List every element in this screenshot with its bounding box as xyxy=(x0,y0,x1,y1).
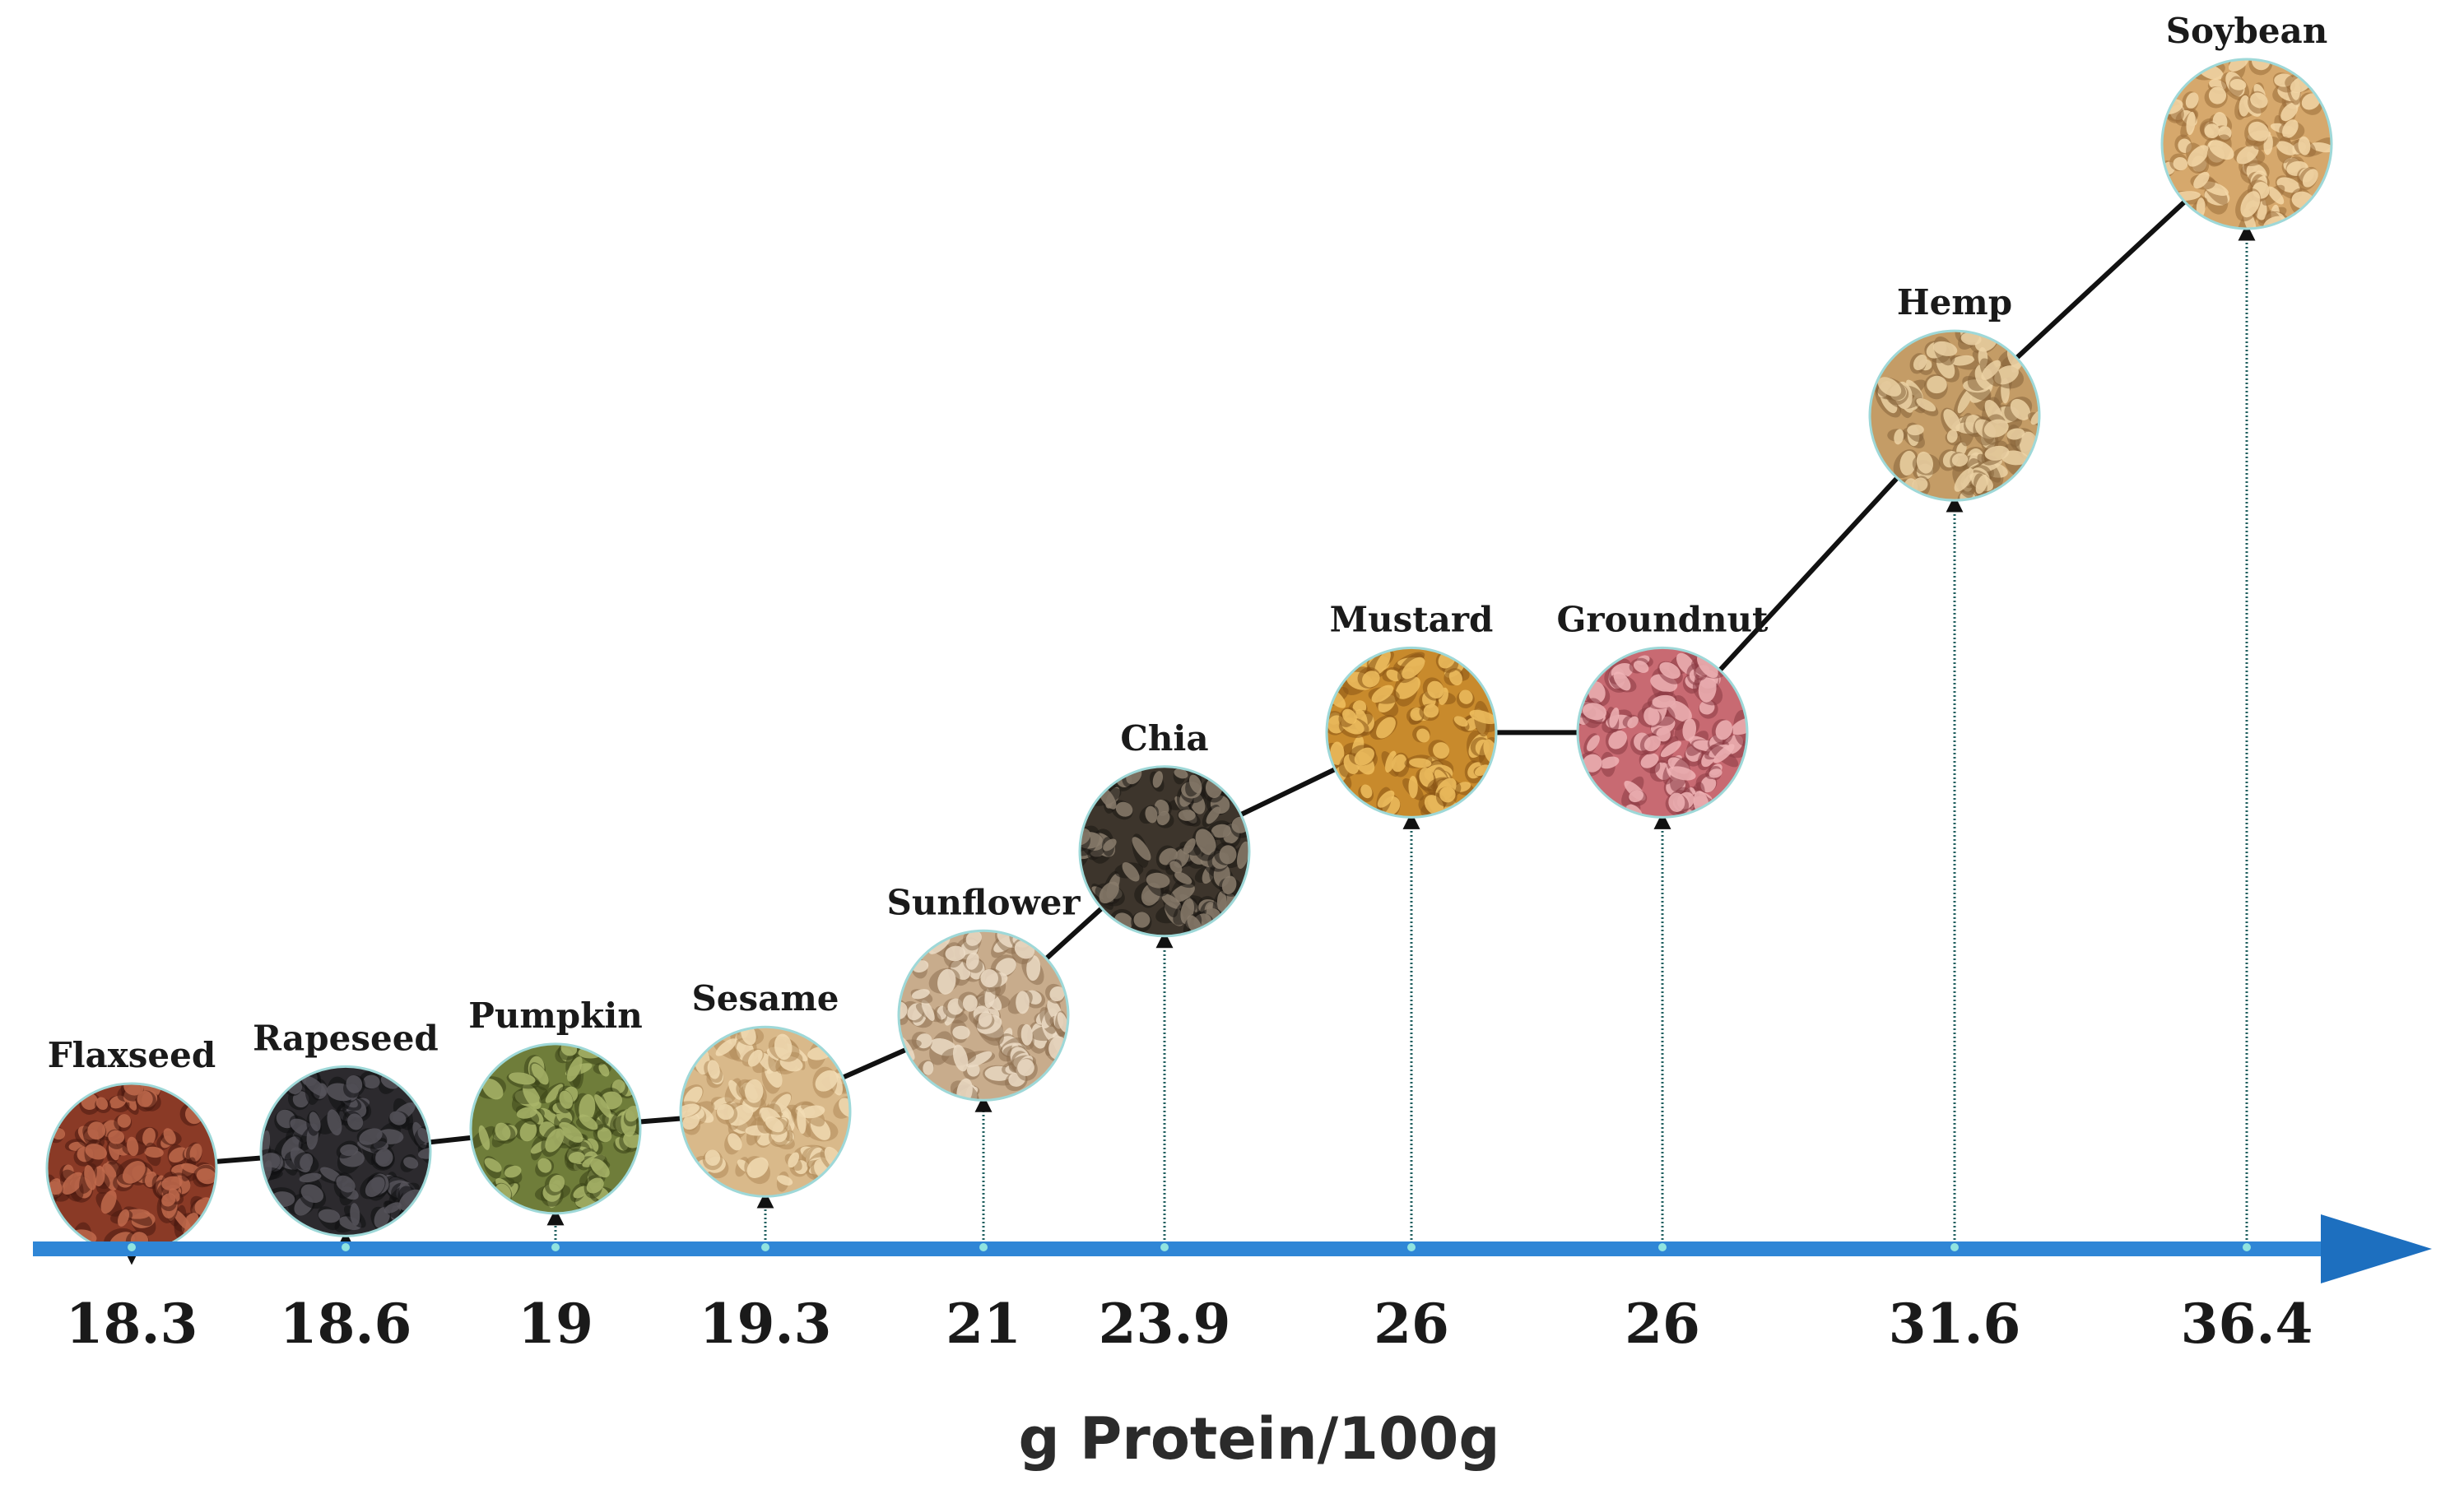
seed-name-groundnut: Groundnut xyxy=(1557,599,1769,639)
seed-name-rapeseed: Rapeseed xyxy=(253,1018,439,1058)
axis-tick-flaxseed xyxy=(128,1243,136,1251)
seed-name-soybean: Soybean xyxy=(2166,11,2328,51)
value-label-chia: 23.9 xyxy=(1099,1292,1231,1356)
connector-segment-4 xyxy=(840,1047,909,1080)
connector-segment-2 xyxy=(427,1135,474,1145)
stems-group xyxy=(123,223,2256,1265)
seed-ring-soybean xyxy=(2160,58,2333,230)
seed-image-pumpkin xyxy=(471,1043,640,1214)
connector-segment-6 xyxy=(1238,767,1338,818)
seed-image-sunflower xyxy=(899,930,1068,1101)
seed-name-hemp: Hemp xyxy=(1897,282,2012,323)
value-label-pumpkin: 19 xyxy=(518,1292,593,1356)
seed-ring-chia xyxy=(1078,765,1251,938)
x-axis xyxy=(33,1214,2432,1283)
x-axis-title: g Protein/100g xyxy=(1019,1405,1500,1473)
value-label-soybean: 36.4 xyxy=(2181,1292,2313,1356)
axis-tick-pumpkin xyxy=(551,1243,560,1251)
seed-name-chia: Chia xyxy=(1120,718,1208,759)
axis-tick-mustard xyxy=(1407,1243,1416,1251)
seed-image-mustard xyxy=(1327,647,1496,818)
seed-ring-mustard xyxy=(1325,646,1498,819)
connector-segment-1 xyxy=(213,1155,264,1164)
seed-ring-hemp xyxy=(1868,329,2041,502)
value-label-flaxseed: 18.3 xyxy=(66,1292,198,1356)
axis-tick-soybean xyxy=(2243,1243,2251,1251)
connector-segment-3 xyxy=(637,1116,684,1125)
connector-segment-9 xyxy=(2014,199,2187,361)
seed-image-soybean xyxy=(2162,59,2332,229)
seed-image-chia xyxy=(1080,766,1249,936)
seed-image-hemp xyxy=(1870,331,2039,501)
axis-tick-hemp xyxy=(1950,1243,1959,1251)
value-label-sesame: 19.3 xyxy=(700,1292,832,1356)
seed-ring-rapeseed xyxy=(259,1065,432,1237)
seed-ring-pumpkin xyxy=(469,1042,642,1215)
value-label-sunflower: 21 xyxy=(946,1292,1021,1356)
x-axis-arrowhead xyxy=(2321,1214,2432,1283)
seed-names-group: Flaxseed Rapeseed Pumpkin Sesame Sunflower Ch… xyxy=(48,11,2328,1075)
value-label-rapeseed: 18.6 xyxy=(280,1292,412,1356)
seed-image-rapeseed xyxy=(261,1066,430,1237)
x-axis-line xyxy=(33,1241,2354,1256)
seed-name-mustard: Mustard xyxy=(1330,599,1494,639)
seed-image-sesame xyxy=(681,1027,850,1197)
seed-image-flaxseed xyxy=(47,1084,216,1253)
seed-name-sesame: Sesame xyxy=(691,978,839,1019)
seed-ring-sesame xyxy=(679,1025,852,1198)
seed-name-sunflower: Sunflower xyxy=(887,882,1081,922)
connector-segment-8 xyxy=(1717,475,1900,673)
seed-images-group xyxy=(45,58,2333,1255)
connector-line-group xyxy=(213,199,2187,1164)
axis-tick-chia xyxy=(1160,1243,1169,1251)
value-label-hemp: 31.6 xyxy=(1889,1292,2021,1356)
seed-name-flaxseed: Flaxseed xyxy=(48,1035,216,1075)
axis-tick-rapeseed xyxy=(342,1243,350,1251)
axis-tick-groundnut xyxy=(1658,1243,1667,1251)
value-labels-group: 18.3 18.6 19 19.3 21 23.9 26 26 31.6 36.4 xyxy=(66,1292,2313,1356)
connector-segment-5 xyxy=(1044,905,1104,962)
seed-ring-sunflower xyxy=(897,929,1070,1102)
seed-ring-groundnut xyxy=(1576,646,1749,819)
value-label-mustard: 26 xyxy=(1374,1292,1449,1356)
seed-name-pumpkin: Pumpkin xyxy=(468,995,643,1036)
seed-image-groundnut xyxy=(1578,647,1747,818)
value-label-groundnut: 26 xyxy=(1625,1292,1700,1356)
axis-tick-sesame xyxy=(761,1243,769,1251)
axis-tick-sunflower xyxy=(979,1243,988,1251)
